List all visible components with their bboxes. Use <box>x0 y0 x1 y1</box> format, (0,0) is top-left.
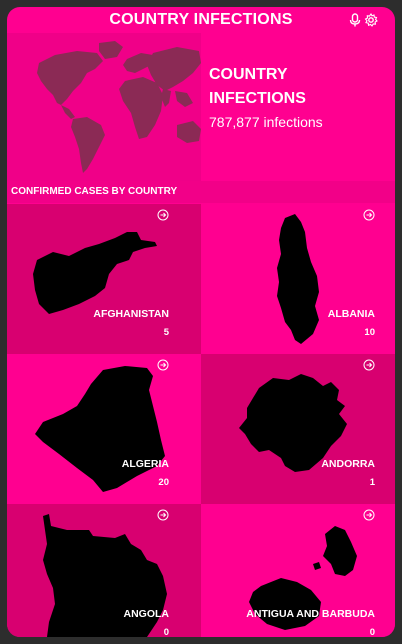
hero-title: COUNTRY INFECTIONS <box>209 66 306 107</box>
country-tile-andorra[interactable]: ANDORRA 1 <box>201 354 395 504</box>
country-name: ANTIGUA AND BARBUDA <box>246 608 375 620</box>
country-tile-afghanistan[interactable]: AFGHANISTAN 5 <box>7 204 201 354</box>
angola-map-shape <box>43 514 167 637</box>
afghanistan-map-shape <box>33 232 157 314</box>
country-name: AFGHANISTAN <box>93 308 169 320</box>
country-name: ANDORRA <box>321 458 375 470</box>
antigua-and-barbuda-map-shape <box>249 526 357 630</box>
arrow-right-circle-icon[interactable] <box>363 509 375 521</box>
hero-text: COUNTRY INFECTIONS 787,877 infections <box>209 63 329 130</box>
andorra-map-shape <box>239 374 347 472</box>
microphone-icon[interactable] <box>348 13 362 27</box>
albania-map-shape <box>277 214 319 344</box>
country-name: ALBANIA <box>327 308 375 320</box>
country-count: 1 <box>369 477 375 488</box>
country-count: 0 <box>163 627 169 637</box>
world-map-image <box>37 41 201 173</box>
section-header: CONFIRMED CASES BY COUNTRY <box>7 181 395 203</box>
country-tile-albania[interactable]: ALBANIA 10 <box>201 204 395 354</box>
country-count: 5 <box>163 327 169 338</box>
widget-title: COUNTRY INFECTIONS <box>109 11 293 28</box>
world-map <box>7 33 201 181</box>
country-tile-algeria[interactable]: ALGERIA 20 <box>7 354 201 504</box>
infection-total: 787,877 infections <box>209 114 323 130</box>
arrow-right-circle-icon[interactable] <box>157 509 169 521</box>
hero-banner[interactable]: COUNTRY INFECTIONS 787,877 infections <box>7 33 395 181</box>
country-name: ANGOLA <box>123 608 170 620</box>
country-count: 0 <box>369 627 375 637</box>
country-grid: AFGHANISTAN 5 ALBANIA 10 ALGERIA 20 <box>7 204 395 637</box>
arrow-right-circle-icon[interactable] <box>157 209 169 221</box>
algeria-map-shape <box>35 366 165 492</box>
country-count: 10 <box>364 327 375 338</box>
infections-widget: COUNTRY INFECTIONS <box>7 7 395 637</box>
arrow-right-circle-icon[interactable] <box>363 209 375 221</box>
country-name: ALGERIA <box>121 458 169 470</box>
arrow-right-circle-icon[interactable] <box>363 359 375 371</box>
arrow-right-circle-icon[interactable] <box>157 359 169 371</box>
country-tile-antigua-and-barbuda[interactable]: ANTIGUA AND BARBUDA 0 <box>201 504 395 637</box>
country-count: 20 <box>158 477 169 488</box>
gear-icon[interactable] <box>364 13 378 27</box>
country-tile-angola[interactable]: ANGOLA 0 <box>7 504 201 637</box>
